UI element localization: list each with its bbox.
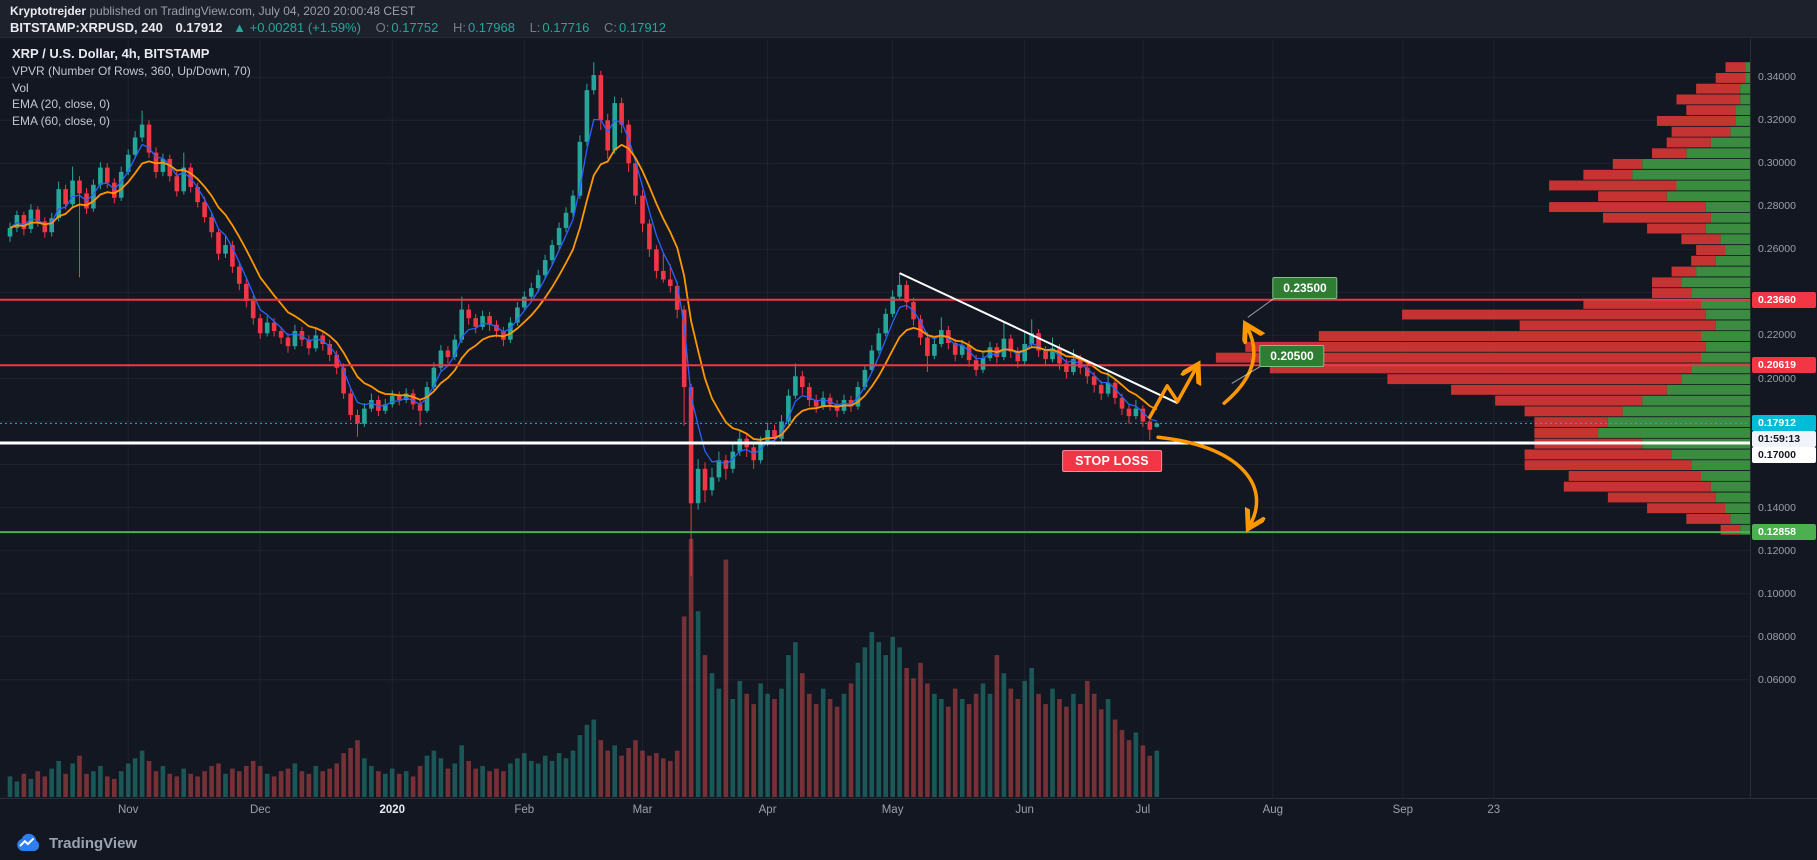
grid-layer [0, 40, 1750, 798]
price-tick-label: 0.14000 [1758, 501, 1796, 514]
price-target-label-2[interactable]: 0.20500 [1259, 345, 1325, 367]
price-tick-label: 0.06000 [1758, 673, 1796, 686]
open-label: O: [375, 20, 390, 35]
price-tick-label: 0.32000 [1758, 114, 1796, 127]
time-axis-label: Sep [1392, 804, 1414, 816]
publish-header: Kryptotrejder published on TradingView.c… [0, 0, 1817, 38]
horizontal-price-lines[interactable] [0, 298, 1750, 534]
price-level-label: 0.20619 [1752, 357, 1816, 374]
volume-histogram-layer [7, 539, 1160, 797]
publish-info-line: Kryptotrejder published on TradingView.c… [10, 3, 1817, 19]
price-tick-label: 0.30000 [1758, 157, 1796, 170]
close-value: 0.17912 [619, 20, 667, 35]
publisher-name: Kryptotrejder [10, 4, 87, 18]
time-axis-label: Aug [1262, 804, 1284, 816]
price-tick-label: 0.10000 [1758, 587, 1796, 600]
time-axis-label: Mar [632, 804, 653, 816]
close-label: C: [604, 20, 618, 35]
time-axis-label: Dec [249, 804, 271, 816]
tradingview-brand[interactable]: TradingView [49, 834, 138, 852]
publish-timestamp: published on TradingView.com, July 04, 2… [86, 4, 416, 18]
time-axis-label: Jul [1135, 804, 1151, 816]
price-tick-label: 0.22000 [1758, 329, 1796, 342]
candles-layer [7, 62, 1160, 577]
price-level-label: 0.23660 [1752, 291, 1816, 308]
time-axis-label: Jun [1015, 804, 1034, 816]
time-axis-label: Apr [758, 804, 777, 816]
descending-trendline[interactable] [899, 272, 1179, 405]
last-price: 0.17912 [175, 20, 223, 35]
price-level-label: 0.17000 [1752, 447, 1816, 463]
high-value: 0.17968 [467, 20, 515, 35]
open-value: 0.17752 [391, 20, 439, 35]
price-axis[interactable]: 0.34000 0.32000 0.30000 0.28000 0.26000 0.220… [1750, 38, 1817, 826]
current-price-label: 0.17912 [1752, 415, 1816, 432]
annotation-arrows[interactable] [1148, 327, 1257, 525]
time-axis-label: May [881, 804, 904, 816]
high-label: H: [452, 20, 466, 35]
price-tick-label: 0.20000 [1758, 372, 1796, 385]
price-tick-label: 0.12000 [1758, 544, 1796, 557]
footer: TradingView [0, 826, 1817, 860]
symbol-interval: BITSTAMP:XRPUSD, 240 [10, 20, 163, 35]
volume-profile-layer [1215, 62, 1750, 535]
price-tick-label: 0.26000 [1758, 243, 1796, 256]
time-axis-label: 23 [1487, 804, 1501, 816]
price-level-label: 0.12858 [1752, 524, 1816, 541]
time-axis[interactable]: Nov Dec 2020 Feb Mar Apr May Jun Jul Aug Sep 23 [0, 798, 1817, 827]
low-label: L: [529, 20, 541, 35]
time-axis-label: Feb [514, 804, 535, 816]
ema20-line [9, 118, 1157, 465]
label-pointer-tails [1231, 296, 1276, 384]
low-value: 0.17716 [542, 20, 590, 35]
price-tick-label: 0.08000 [1758, 630, 1796, 643]
time-axis-label: 2020 [379, 804, 406, 816]
time-axis-label: Nov [117, 804, 139, 816]
symbol-info-line: BITSTAMP:XRPUSD, 240 0.17912 ▲ +0.00281 … [10, 19, 1817, 36]
price-target-label-1[interactable]: 0.23500 [1272, 277, 1338, 299]
price-tick-label: 0.34000 [1758, 71, 1796, 84]
bar-countdown-label: 01:59:13 [1752, 431, 1816, 448]
tradingview-cloud-icon[interactable] [12, 831, 42, 855]
price-tick-label: 0.28000 [1758, 200, 1796, 213]
price-change: ▲ +0.00281 (+1.59%) [233, 20, 361, 35]
ema60-line [9, 143, 1158, 441]
stop-loss-label[interactable]: STOP LOSS [1062, 450, 1162, 472]
